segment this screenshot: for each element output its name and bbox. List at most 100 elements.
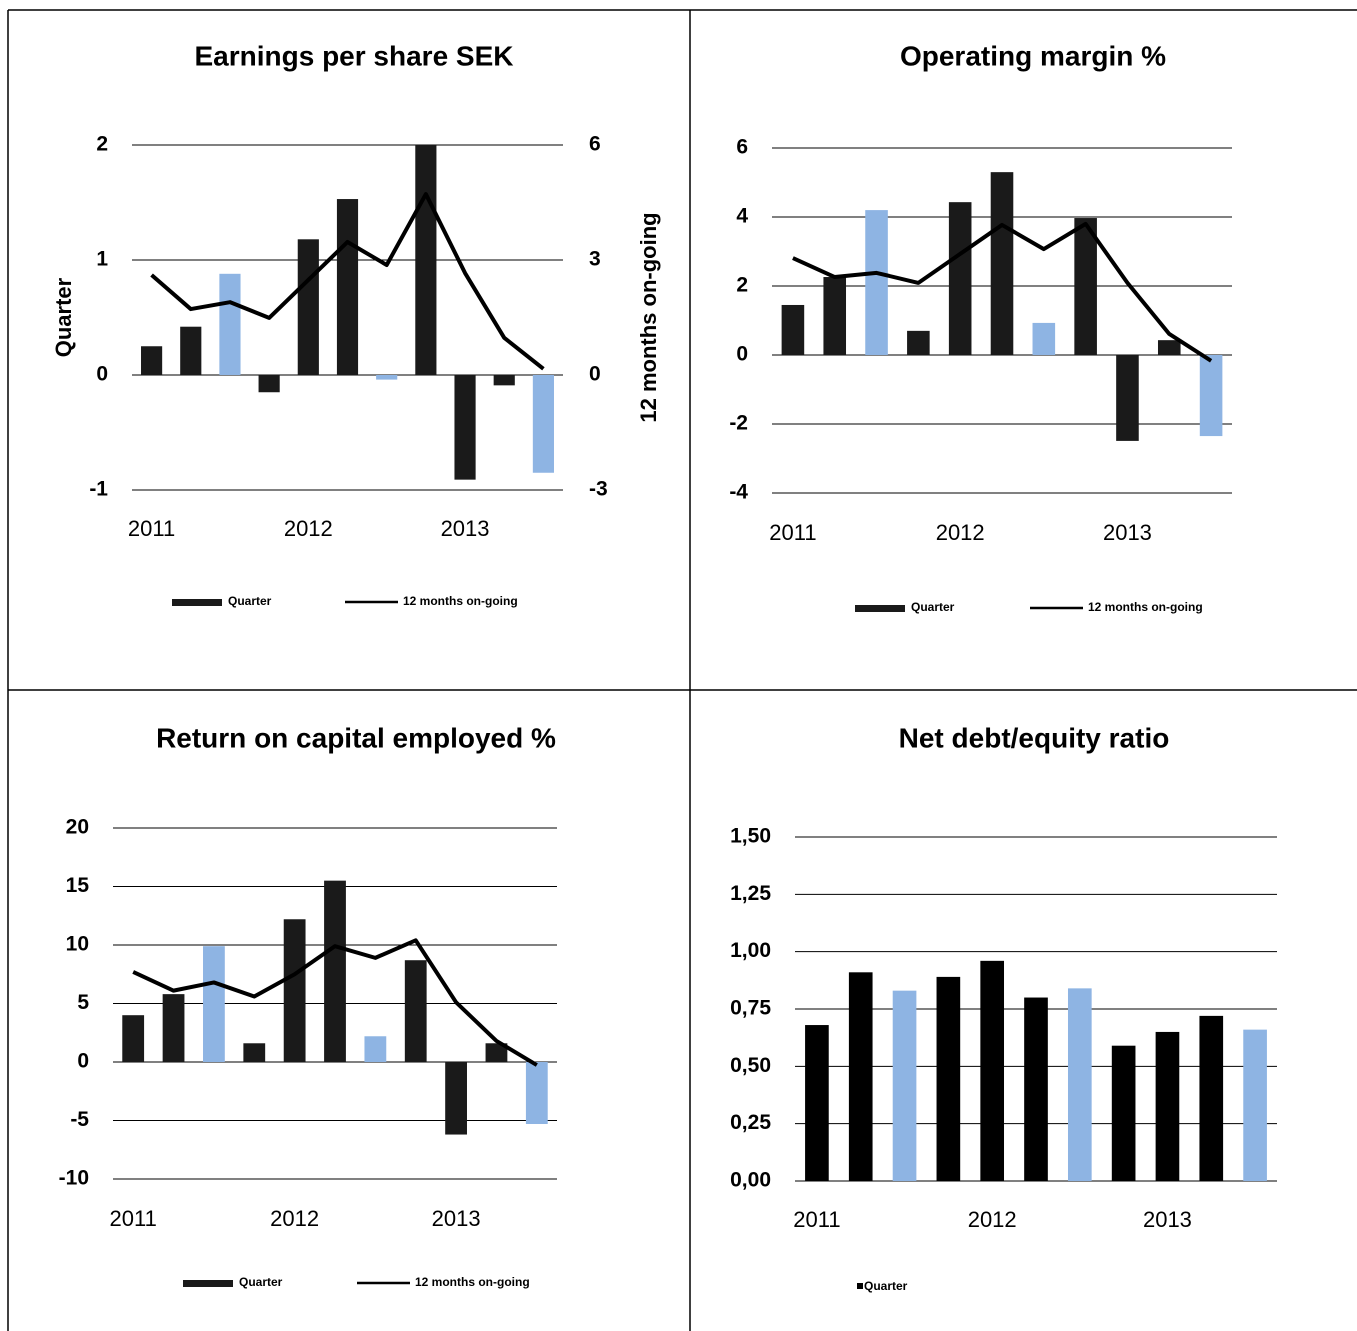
bar <box>865 210 888 355</box>
y2-tick-label: -3 <box>589 478 608 501</box>
y-tick-label: 1 <box>96 248 108 271</box>
x-tick-label: 2011 <box>793 1207 840 1232</box>
bar <box>1032 322 1056 355</box>
bar <box>990 172 1014 355</box>
chart-title: Earnings per share SEK <box>194 40 513 71</box>
y-tick-label: 0 <box>736 343 748 366</box>
bar <box>283 919 306 1062</box>
bar <box>219 273 241 375</box>
bar <box>823 277 847 355</box>
bar <box>454 375 476 480</box>
y-tick-label: -2 <box>729 412 748 435</box>
y-tick-label: 2 <box>736 274 748 297</box>
bar <box>122 1015 145 1062</box>
x-tick-label: 2012 <box>270 1206 319 1231</box>
bar <box>1074 218 1097 355</box>
y-tick-label: 0,75 <box>730 997 771 1020</box>
bar <box>1243 1029 1267 1181</box>
bar <box>980 960 1005 1181</box>
bar <box>1067 988 1092 1181</box>
bar <box>336 199 359 375</box>
chart-title: Net debt/equity ratio <box>899 722 1170 753</box>
frame <box>7 9 1357 1331</box>
bar <box>364 1036 387 1062</box>
bar <box>1024 997 1048 1181</box>
y2-axis-title: 12 months on-going <box>636 212 661 422</box>
legend-label: Quarter <box>228 594 272 608</box>
chart-title: Operating margin % <box>900 40 1166 71</box>
y-tick-label: 2 <box>96 133 108 156</box>
y2-tick-label: 3 <box>589 248 601 271</box>
bar <box>1155 1031 1180 1181</box>
x-tick-label: 2013 <box>432 1206 481 1231</box>
y-tick-label: 4 <box>736 205 748 228</box>
y-tick-label: 6 <box>736 136 748 159</box>
legend-label: Quarter <box>864 1279 908 1293</box>
legend-swatch <box>172 599 222 606</box>
bar <box>781 304 805 355</box>
y-tick-label: 1,50 <box>730 825 771 848</box>
y-tick-label: 0 <box>96 363 108 386</box>
bar <box>297 239 319 375</box>
y-tick-label: 0,50 <box>730 1054 771 1077</box>
bar <box>848 972 873 1181</box>
x-tick-label: 2013 <box>1103 520 1152 545</box>
bar <box>1199 355 1223 437</box>
bar <box>1116 355 1139 441</box>
y2-tick-label: 0 <box>589 363 601 386</box>
x-tick-label: 2012 <box>284 516 333 541</box>
legend-swatch <box>855 605 905 612</box>
y-tick-label: 15 <box>66 874 90 897</box>
y2-tick-label: 6 <box>589 133 601 156</box>
bar <box>376 375 398 380</box>
bar <box>415 145 437 375</box>
bar <box>162 994 185 1062</box>
legend-label: Quarter <box>239 1275 283 1289</box>
y-tick-label: 0,25 <box>730 1111 771 1134</box>
x-tick-label: 2013 <box>441 516 490 541</box>
chart-title: Return on capital employed % <box>156 722 556 753</box>
legend-label: 12 months on-going <box>403 594 518 608</box>
legend-label: Quarter <box>911 600 955 614</box>
bar <box>493 375 515 386</box>
y-tick-label: 0 <box>77 1050 89 1073</box>
y-axis-title: Quarter <box>51 277 76 357</box>
bar <box>203 946 225 1062</box>
y-tick-label: 5 <box>77 991 89 1014</box>
bar <box>1111 1045 1136 1181</box>
x-tick-label: 2011 <box>128 516 175 541</box>
bar <box>1199 1015 1224 1181</box>
bar <box>485 1043 508 1062</box>
line <box>792 221 1213 363</box>
x-tick-label: 2011 <box>110 1206 157 1231</box>
bar <box>404 960 427 1062</box>
bar <box>805 1025 829 1181</box>
legend-swatch <box>183 1280 233 1287</box>
y-tick-label: 0,00 <box>730 1169 771 1192</box>
x-tick-label: 2012 <box>936 520 985 545</box>
x-tick-label: 2012 <box>968 1207 1017 1232</box>
x-tick-label: 2013 <box>1143 1207 1192 1232</box>
y-tick-label: 20 <box>66 816 89 839</box>
bar <box>892 990 917 1181</box>
legend-swatch <box>857 1283 863 1289</box>
bar <box>936 976 961 1181</box>
y-tick-label: -5 <box>70 1108 89 1131</box>
bar <box>180 326 202 375</box>
legend-label: 12 months on-going <box>415 1275 530 1289</box>
bar <box>907 330 930 355</box>
bar <box>243 1043 266 1062</box>
y-tick-label: 1,25 <box>730 882 771 905</box>
y-tick-label: -1 <box>89 478 108 501</box>
y-tick-label: -4 <box>729 481 748 504</box>
bar <box>1157 340 1181 355</box>
line <box>132 938 538 1067</box>
bar <box>141 346 163 375</box>
y-tick-label: 10 <box>66 933 89 956</box>
line <box>150 192 545 371</box>
bar <box>948 202 972 355</box>
bar <box>525 1062 548 1125</box>
legend-label: 12 months on-going <box>1088 600 1203 614</box>
y-tick-label: 1,00 <box>730 939 771 962</box>
